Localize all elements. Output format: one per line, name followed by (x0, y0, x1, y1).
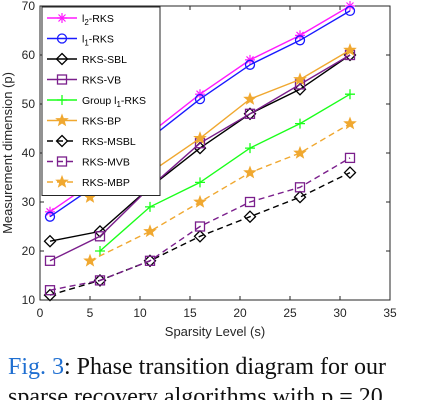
figure-caption: Fig. 3: Phase transition diagram for our… (8, 352, 428, 400)
y-tick-label: 40 (22, 146, 36, 160)
data-point (144, 255, 156, 266)
series-line (49, 54, 351, 262)
data-point (343, 48, 357, 62)
data-point (293, 145, 307, 159)
caption-text: : Phase transition diagram for our (64, 354, 386, 380)
y-tick-label: 60 (22, 48, 36, 62)
legend-entry: RKS-MVB (47, 156, 130, 169)
x-tick-label: 35 (383, 306, 397, 320)
x-tick-label: 20 (233, 306, 247, 320)
legend-label: l1-RKS (82, 34, 114, 48)
data-point (243, 91, 257, 105)
caption-line-2: sparse recovery algorithms with p = 20 (8, 384, 383, 400)
data-point (194, 221, 206, 232)
data-point (44, 211, 56, 222)
legend-entry: RKS-SBL (47, 52, 127, 66)
data-point (294, 182, 306, 193)
data-point (344, 152, 356, 164)
legend-marker (55, 113, 69, 127)
data-point (295, 118, 305, 129)
data-point (244, 59, 256, 70)
data-point (143, 224, 157, 238)
data-point (245, 143, 255, 154)
data-point (194, 93, 206, 105)
legend-marker (55, 52, 69, 66)
legend-entry: Group l1-RKS (47, 95, 146, 109)
data-point (193, 131, 207, 145)
data-point (343, 116, 357, 130)
legend-marker (57, 13, 67, 23)
legend-entry: l2-RKS (47, 13, 114, 27)
legend-label: RKS-MVB (82, 157, 130, 169)
data-point (293, 82, 307, 96)
data-point (343, 42, 357, 56)
data-point (195, 177, 205, 188)
legend-marker (55, 174, 69, 188)
legend-entry: RKS-MBP (47, 174, 130, 189)
data-point (44, 255, 56, 266)
y-axis-label: Measurement dimension (p) (0, 72, 15, 234)
data-point (293, 72, 307, 86)
data-point (344, 5, 356, 17)
x-tick-label: 15 (183, 306, 197, 320)
series-group-l1-rks (95, 89, 355, 256)
legend-entry: l1-RKS (47, 33, 114, 48)
series-rks-mvb (44, 152, 356, 296)
y-tick-label: 70 (22, 0, 36, 13)
data-point (193, 229, 207, 243)
data-point (243, 210, 257, 224)
series-line (89, 122, 351, 262)
chart: 0 5 10 15 20 25 30 35 10 20 30 40 50 60 70 l2-RKS l1-RK… (0, 0, 397, 339)
data-point (293, 190, 307, 204)
legend-entry: RKS-BP (47, 113, 121, 128)
legend-marker (56, 156, 68, 167)
x-tick-label: 0 (37, 306, 44, 320)
legend-marker (55, 134, 69, 148)
data-point (244, 108, 256, 119)
legend-marker (56, 33, 68, 44)
data-point (94, 231, 106, 242)
legend-marker (56, 74, 68, 85)
legend-marker (57, 95, 67, 105)
legend-label: RKS-VB (82, 75, 121, 87)
data-point (83, 253, 97, 267)
data-point (44, 285, 56, 296)
y-tick-label: 20 (22, 244, 36, 258)
y-tick-label: 10 (22, 293, 36, 307)
data-point (95, 246, 105, 256)
data-point (345, 89, 355, 100)
y-tick-label: 50 (22, 97, 36, 111)
data-point (193, 194, 207, 208)
series-line (99, 93, 351, 252)
x-tick-label: 5 (87, 306, 94, 320)
legend-label: l2-RKS (82, 13, 114, 27)
figure-label[interactable]: Fig. 3 (8, 354, 65, 380)
data-point (43, 288, 57, 302)
x-axis-label: Sparsity Level (s) (165, 324, 265, 339)
legend-label: RKS-SBL (82, 54, 127, 66)
data-point (143, 254, 157, 268)
legend-entry: RKS-VB (47, 74, 121, 87)
legend-entry: RKS-MSBL (47, 134, 136, 148)
y-tick-label: 30 (22, 195, 36, 209)
series-rks-mbp (83, 116, 357, 267)
x-tick-label: 30 (333, 306, 347, 320)
data-point (145, 201, 155, 212)
data-point (94, 275, 106, 286)
legend-label: Group l1-RKS (82, 95, 146, 109)
data-point (294, 35, 306, 46)
data-point (43, 234, 57, 248)
x-tick-label: 10 (133, 306, 147, 320)
data-point (244, 196, 256, 208)
legend-label: RKS-BP (82, 116, 121, 128)
data-point (343, 166, 357, 180)
legend-label: RKS-MBP (82, 177, 130, 189)
legend-label: RKS-MSBL (82, 136, 136, 148)
data-point (243, 165, 257, 179)
x-tick-label: 25 (283, 306, 297, 320)
series-line (49, 157, 351, 291)
